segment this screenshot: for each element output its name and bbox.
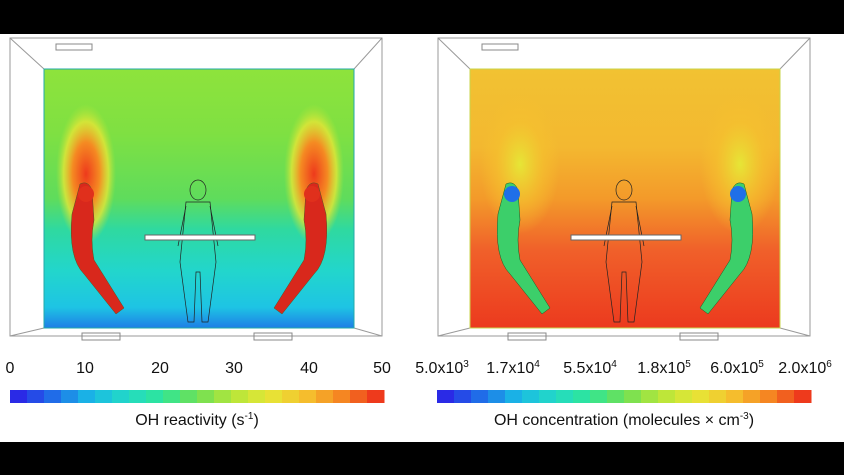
colorbar-swatch: [454, 390, 472, 403]
colorbar-swatch: [505, 390, 523, 403]
colorbar-swatch: [624, 390, 642, 403]
colorbar-swatch: [488, 390, 506, 403]
colorbar-swatch: [794, 390, 812, 403]
colorbar-swatch: [760, 390, 778, 403]
colorbar-swatch: [95, 390, 113, 403]
colorbar-swatch: [692, 390, 710, 403]
colorbar-swatch: [709, 390, 727, 403]
colorbar-swatch: [590, 390, 608, 403]
left-tick: 20: [151, 360, 169, 377]
colorbar-swatch: [607, 390, 625, 403]
colorbar-swatch: [78, 390, 96, 403]
left-tick: 10: [76, 360, 94, 377]
colorbar-swatch: [539, 390, 557, 403]
colorbar-swatch: [265, 390, 283, 403]
colorbar-swatch: [282, 390, 300, 403]
colorbar-swatch: [44, 390, 62, 403]
right-tick: 5.5x104: [563, 359, 617, 378]
colorbar-swatch: [726, 390, 744, 403]
left-tick: 50: [373, 360, 391, 377]
colorbar-swatch: [367, 390, 385, 403]
colorbar-swatch: [556, 390, 574, 403]
colorbar-swatch: [10, 390, 28, 403]
left-colorbar-caption: OH reactivity (s-1): [135, 411, 259, 430]
left-tick: 0: [5, 360, 15, 377]
colorbar-swatch: [129, 390, 147, 403]
colorbar-swatch: [777, 390, 795, 403]
colorbar-swatch: [61, 390, 79, 403]
left-tick: 40: [300, 360, 318, 377]
colorbar-swatch: [471, 390, 489, 403]
colorbar-swatch: [437, 390, 455, 403]
right-colorbar-caption: OH concentration (molecules × cm-3): [493, 411, 755, 430]
colorbar-swatch: [316, 390, 334, 403]
colorbar-swatch: [658, 390, 676, 403]
colorbar-swatch: [333, 390, 351, 403]
figure-panel: 0 10 20 30 40 50 5.0x103 1.7x104 5.5x104…: [0, 34, 844, 442]
colorbar-swatch: [573, 390, 591, 403]
left-room: [9, 37, 383, 341]
right-colorbar: [437, 390, 812, 403]
colorbar-swatch: [248, 390, 266, 403]
colorbar-swatch: [163, 390, 181, 403]
right-tick: 2.0x106: [778, 359, 832, 378]
colorbar-swatch: [146, 390, 164, 403]
colorbar-swatch: [743, 390, 761, 403]
right-tick: 1.8x105: [637, 359, 691, 378]
colorbar-swatch: [231, 390, 249, 403]
simulation-figure: [9, 37, 812, 403]
colorbar-swatch: [350, 390, 368, 403]
colorbar-swatch: [214, 390, 232, 403]
left-colorbar: [10, 390, 385, 403]
right-tick: 6.0x105: [710, 359, 764, 378]
colorbar-swatch: [197, 390, 215, 403]
colorbar-swatch: [641, 390, 659, 403]
colorbar-swatch: [299, 390, 317, 403]
right-room: [437, 37, 811, 341]
colorbar-swatch: [27, 390, 45, 403]
right-tick: 5.0x103: [415, 359, 469, 378]
left-tick: 30: [225, 360, 243, 377]
colorbar-swatch: [522, 390, 540, 403]
colorbar-swatch: [180, 390, 198, 403]
colorbar-swatch: [675, 390, 693, 403]
right-tick: 1.7x104: [486, 359, 540, 378]
colorbar-swatch: [112, 390, 130, 403]
